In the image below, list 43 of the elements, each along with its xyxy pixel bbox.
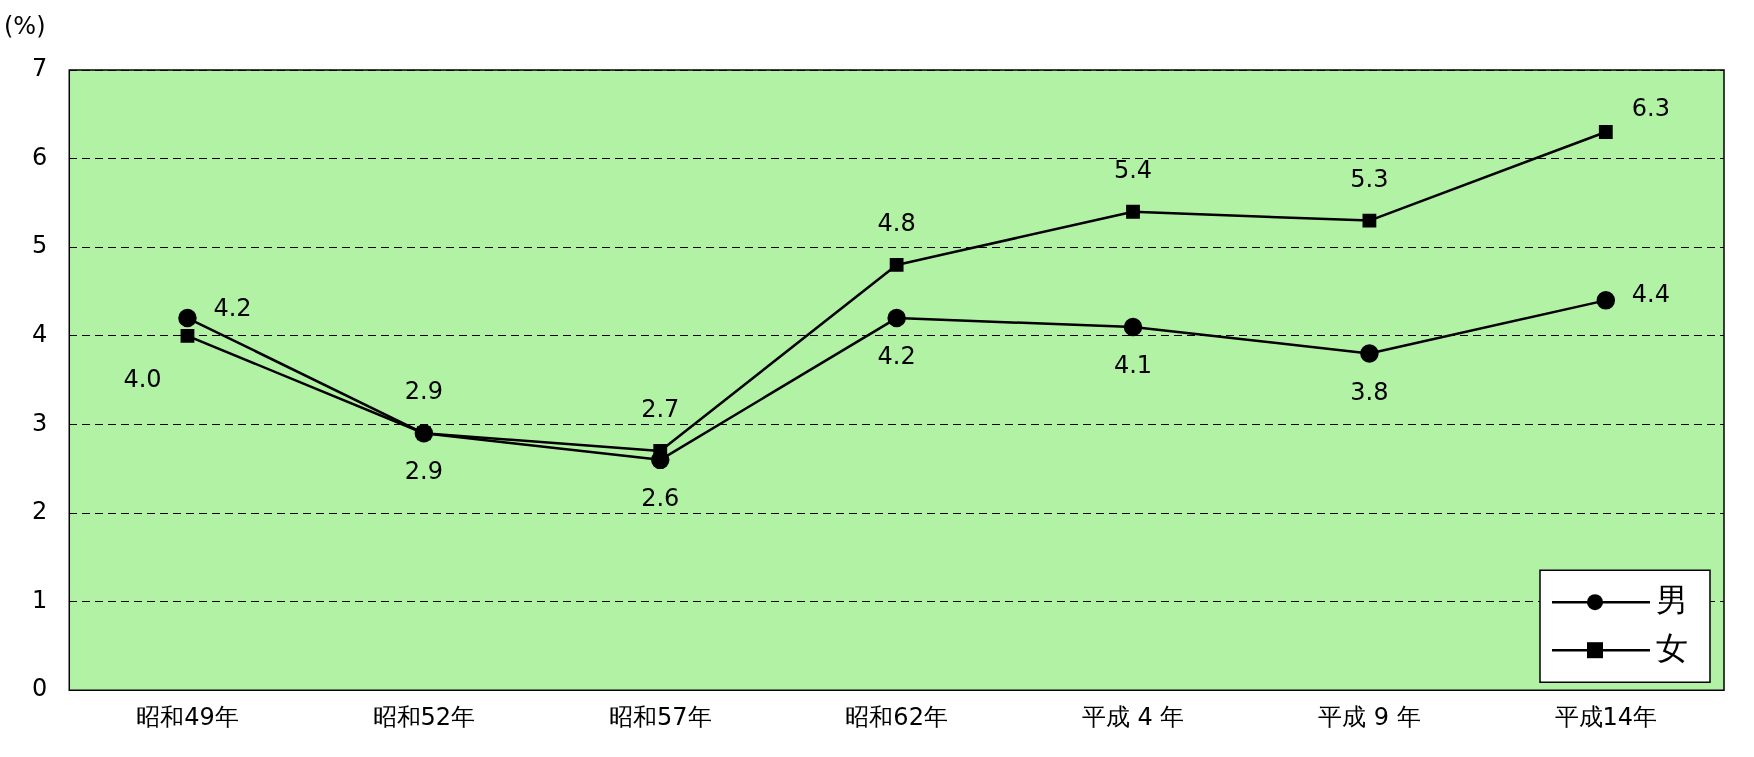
point [1598,125,1613,139]
data-label: 4.0 [123,365,162,394]
point [887,308,906,328]
y-tick-label: 6 [31,142,48,171]
y-tick-label: 0 [31,674,48,703]
point [180,328,195,343]
data-label: 2.7 [641,395,680,424]
data-label: 4.8 [877,209,916,238]
y-tick-label: 7 [31,54,48,83]
x-tick-label: 平成 9 年 [1318,702,1421,731]
x-tick-label: 昭和62年 [845,702,948,731]
y-axis-title: (%) [4,12,46,41]
y-tick-label: 3 [31,408,48,437]
x-tick-label: 昭和52年 [372,702,476,731]
legend-label: 女 [1656,628,1688,667]
data-label: 2.9 [404,377,443,406]
point [1596,291,1616,310]
data-label: 2.6 [641,484,680,513]
point [1360,344,1379,363]
x-tick-label: 平成 4 年 [1081,702,1185,731]
point [651,450,670,470]
x-tick-label: 平成14年 [1554,702,1658,731]
point [1123,317,1143,337]
legend-label: 男 [1656,580,1688,619]
point [1126,204,1140,219]
data-label: 5.3 [1350,164,1389,193]
data-label: 6.3 [1631,94,1670,123]
data-label: 4.4 [1631,279,1670,308]
data-label: 5.4 [1113,155,1153,184]
x-tick-label: 昭和49年 [136,702,239,731]
y-tick-label: 2 [31,497,48,526]
y-tick-label: 5 [31,231,48,260]
data-label: 4.1 [1113,351,1153,380]
point [1362,213,1377,228]
data-label: 2.9 [404,457,443,486]
x-tick-label: 昭和57年 [608,702,712,731]
point [178,308,197,328]
data-label: 4.2 [213,294,252,323]
y-tick-label: 4 [31,320,48,349]
y-tick-label: 1 [31,585,48,614]
data-label: 3.8 [1350,377,1389,406]
point [889,258,904,272]
data-label: 4.2 [877,342,916,371]
